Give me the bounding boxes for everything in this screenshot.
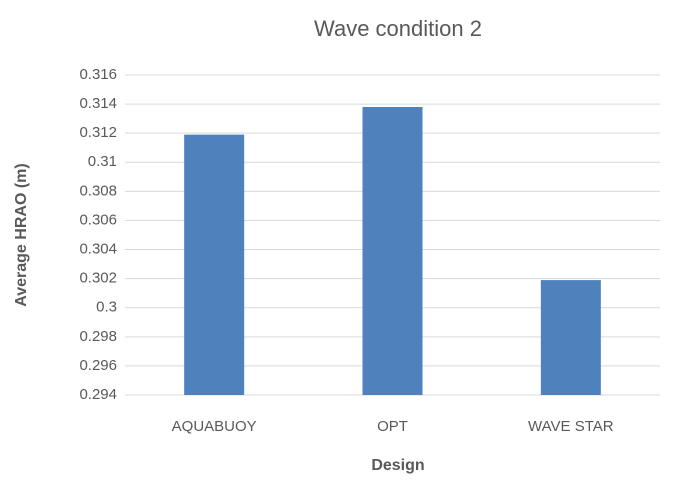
y-tick-label: 0.312 <box>79 124 117 141</box>
x-axis-title: Design <box>371 457 424 474</box>
x-tick-label: WAVE STAR <box>528 418 614 435</box>
y-tick-label: 0.316 <box>79 66 117 83</box>
bar <box>184 134 245 396</box>
y-tick-label: 0.308 <box>79 182 117 199</box>
x-tick-label: AQUABUOY <box>172 418 257 435</box>
y-tick-label: 0.314 <box>79 95 117 112</box>
y-tick-label: 0.31 <box>88 153 117 170</box>
y-tick-label: 0.3 <box>96 299 117 316</box>
y-tick-label: 0.302 <box>79 270 117 287</box>
y-tick-label: 0.294 <box>79 386 117 403</box>
x-tick-label: OPT <box>377 418 408 435</box>
y-axis-title: Average HRAO (m) <box>13 163 30 306</box>
chart-title: Wave condition 2 <box>314 16 482 41</box>
bar <box>362 107 423 395</box>
y-tick-label: 0.296 <box>79 357 117 374</box>
bar <box>540 280 601 395</box>
y-tick-label: 0.306 <box>79 211 117 228</box>
y-tick-label: 0.304 <box>79 241 117 258</box>
y-tick-label: 0.298 <box>79 328 117 345</box>
